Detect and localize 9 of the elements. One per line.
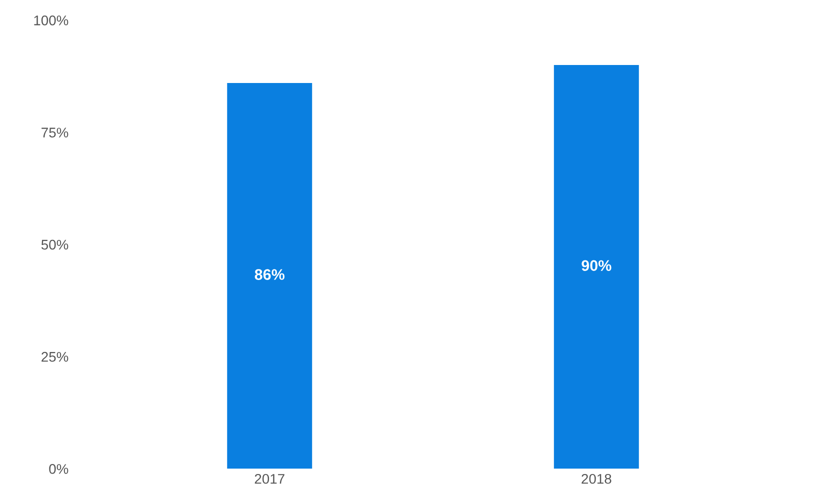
y-tick-label: 75%	[42, 128, 68, 138]
y-tick-label: 100%	[34, 15, 68, 26]
x-tick-label: 2017	[254, 474, 284, 484]
data-label: 90%	[582, 260, 612, 271]
data-label: 86%	[254, 269, 284, 280]
y-tick-label: 25%	[42, 352, 68, 362]
x-tick-label: 2018	[582, 474, 612, 484]
y-tick-label: 50%	[41, 240, 68, 250]
y-tick-label: 0%	[49, 464, 68, 474]
